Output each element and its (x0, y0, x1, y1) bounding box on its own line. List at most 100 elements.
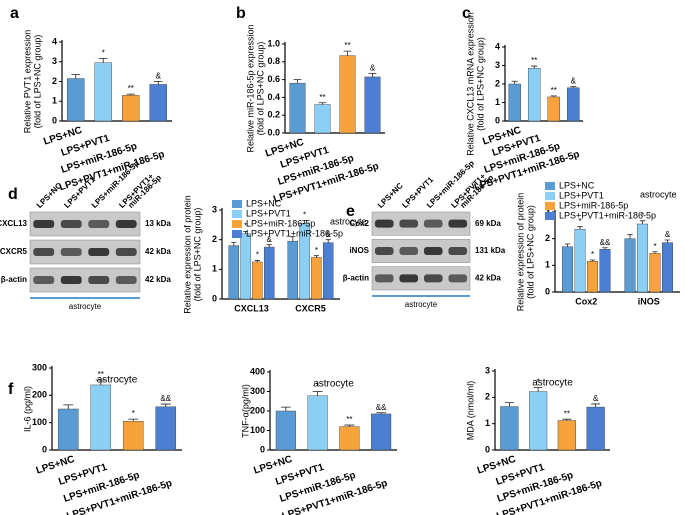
blot-size-label: 42 kDa (475, 273, 501, 282)
legend-swatch (545, 202, 555, 210)
blot-row-label: CXCR5 (0, 247, 28, 256)
legend-label: LPS+NC (246, 198, 282, 208)
error-bar (126, 93, 136, 96)
significance: * (578, 217, 581, 226)
bar (599, 249, 611, 293)
legend-note: astrocyte (330, 216, 367, 226)
bar (529, 391, 548, 451)
blot-strip (371, 239, 471, 263)
significance: * (537, 378, 540, 387)
significance: * (653, 242, 656, 251)
y-tick-label: 0.8 (267, 56, 280, 66)
panel-letter: b (236, 5, 246, 22)
blot-band (60, 276, 82, 284)
y-tick-label: 2 (212, 234, 217, 244)
significance: && (600, 238, 611, 247)
blot-caption: astrocyte (69, 302, 102, 311)
legend-note: astrocyte (640, 189, 677, 199)
bar (122, 421, 144, 451)
legend-swatch (545, 182, 555, 190)
y-axis-label: Relative CXCL13 mRNA expression (465, 12, 475, 156)
error-bar (562, 418, 572, 421)
error-bar (128, 418, 139, 422)
bar (57, 408, 79, 451)
blot-lane-label: LPS+NC (35, 181, 64, 210)
y-tick-label: 1 (52, 96, 57, 106)
error-bar (290, 236, 296, 242)
significance: && (160, 394, 171, 403)
x-tick-label: CXCL13 (234, 303, 269, 313)
y-tick-label: 2 (52, 76, 57, 86)
y-tick-label: 100 (250, 425, 265, 435)
error-bar (243, 230, 249, 234)
significance: ** (531, 56, 537, 65)
blot-band (374, 274, 394, 283)
bar (263, 246, 275, 300)
y-tick-label: 4 (52, 36, 57, 46)
bar (561, 246, 574, 293)
error-bar (153, 81, 163, 85)
y-tick-label: 0 (485, 444, 490, 454)
panel-letter: d (8, 186, 18, 203)
blot-band (374, 247, 394, 255)
blot-band (399, 219, 419, 228)
y-axis-label: Relative PVT1 expression (22, 30, 32, 134)
legend-swatch (232, 210, 242, 218)
y-tick-label: 3 (485, 365, 490, 375)
blot-band (115, 220, 137, 228)
blot-size-label: 13 kDa (145, 219, 171, 228)
y-tick-label: 0 (260, 444, 265, 454)
blot-band (374, 219, 394, 228)
error-bar (589, 259, 596, 262)
bar (252, 261, 263, 300)
significance: ** (319, 93, 325, 102)
bar (155, 406, 177, 451)
y-axis-label: (fold of LPS+NC group) (475, 37, 485, 131)
y-tick-label: 0 (495, 115, 500, 125)
error-bar (312, 391, 323, 396)
y-tick-label: 4 (495, 41, 500, 51)
error-bar (280, 406, 291, 411)
blot-band (115, 276, 137, 284)
y-tick-label: 3 (545, 206, 550, 216)
y-tick-label: 0 (52, 115, 57, 125)
bar (322, 242, 334, 300)
error-bar (95, 379, 106, 385)
legend-label: LPS+PVT1+miR-186-5p (559, 210, 656, 220)
y-tick-label: 300 (250, 386, 265, 396)
significance: && (376, 403, 387, 412)
error-bar (266, 244, 272, 248)
error-bar (293, 79, 302, 84)
y-tick-label: 2 (545, 233, 550, 243)
blot-band (60, 220, 82, 228)
legend-swatch (232, 230, 242, 238)
error-bar (302, 219, 308, 224)
panel-letter: e (346, 203, 355, 220)
y-axis-label: (fold of LPS+NC group) (192, 208, 202, 302)
bar (67, 78, 85, 122)
error-bar (570, 86, 577, 88)
bar (90, 384, 112, 451)
error-bar (602, 247, 608, 250)
panel-letter: c (462, 5, 471, 22)
bar (624, 238, 636, 293)
blot-row-label: β-actin (343, 273, 369, 282)
legend-label: LPS+PVT1+miR-186-5p (246, 228, 343, 238)
error-bar (511, 80, 518, 84)
bar (240, 233, 251, 300)
bar (228, 245, 240, 300)
blot-size-label: 42 kDa (145, 275, 171, 284)
bar (339, 426, 360, 451)
error-bar (160, 403, 171, 407)
y-axis-label: Relative miR-186-5p expression (245, 24, 255, 152)
legend-label: LPS+miR-186-5p (559, 200, 628, 210)
bar (557, 420, 576, 451)
error-bar (318, 102, 327, 105)
blot-size-label: 42 kDa (145, 247, 171, 256)
legend-swatch (232, 220, 242, 228)
y-tick-label: 0 (42, 444, 47, 454)
bar (508, 83, 521, 122)
x-tick-label: iNOS (638, 296, 660, 306)
y-tick-label: 3 (495, 60, 500, 70)
